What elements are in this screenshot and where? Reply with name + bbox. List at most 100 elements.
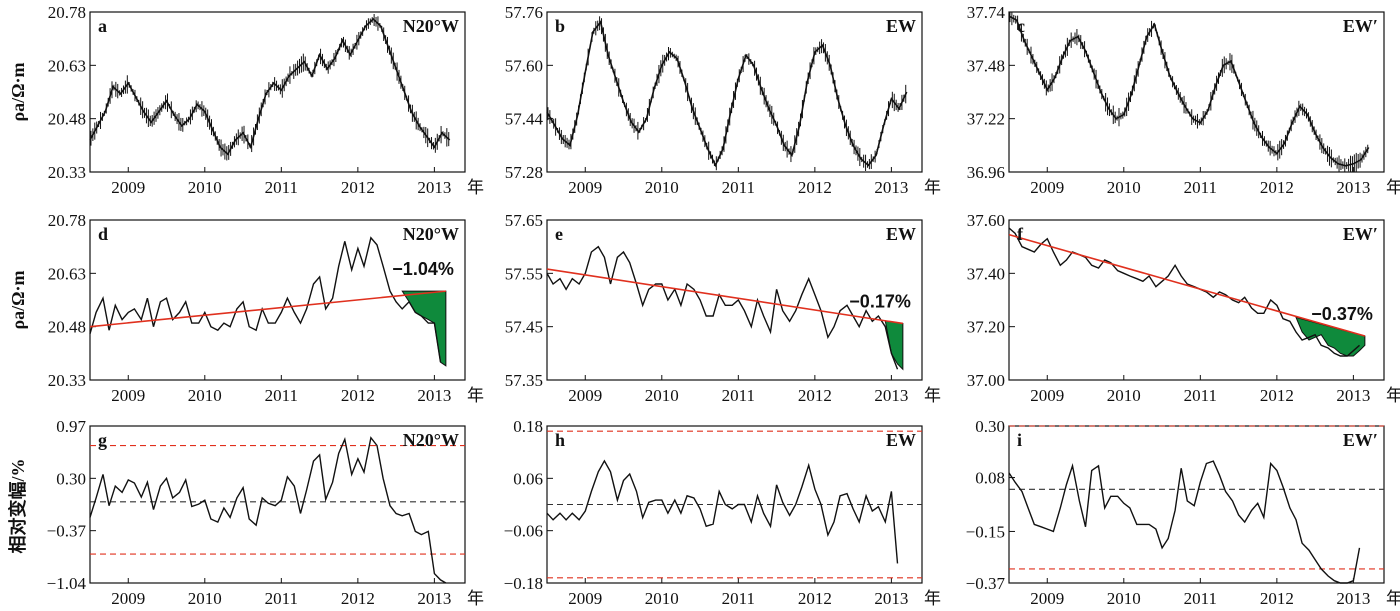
panel-frame-c: [1008, 11, 1385, 173]
xtick-label-c-2: 2011: [1184, 178, 1217, 197]
ytick-label-e-3: 57.65: [505, 211, 543, 230]
ytick-label-b-0: 57.28: [505, 163, 543, 182]
x-unit-label-b: 年: [924, 178, 941, 197]
direction-label-d: N20°W: [403, 224, 459, 244]
ytick-label-c-2: 37.48: [967, 56, 1005, 75]
x-unit-label-c: 年: [1386, 178, 1400, 197]
series-line-g: [89, 436, 447, 584]
change-annotation-f: −0.37%: [1311, 304, 1373, 324]
xtick-label-b-4: 2013: [874, 178, 908, 197]
direction-label-i: EW′: [1343, 430, 1378, 450]
xtick-label-g-4: 2013: [417, 589, 451, 608]
panel-frame-d: [89, 219, 466, 381]
xtick-label-e-2: 2011: [722, 386, 755, 405]
panel-frame-g: [89, 425, 466, 584]
ytick-label-d-3: 20.78: [48, 211, 86, 230]
ytick-label-g-2: 0.30: [56, 469, 86, 488]
xtick-label-e-3: 2012: [798, 386, 832, 405]
ytick-label-d-1: 20.48: [48, 318, 86, 337]
xtick-label-d-3: 2012: [341, 386, 375, 405]
ytick-label-d-0: 20.33: [48, 371, 86, 390]
xtick-label-h-0: 2009: [568, 589, 602, 608]
direction-label-a: N20°W: [403, 16, 459, 36]
trend-line-f: [1008, 233, 1366, 337]
xtick-label-d-2: 2011: [265, 386, 298, 405]
x-unit-label-a: 年: [467, 178, 484, 197]
panel-label-b: b: [555, 16, 565, 36]
ylabel-row3: 相对变幅/%: [7, 458, 28, 553]
panel-label-h: h: [555, 430, 565, 450]
ytick-label-a-0: 20.33: [48, 163, 86, 182]
ytick-label-i-0: −0.37: [966, 574, 1006, 593]
ylabel-row2: ρa/Ω·m: [8, 270, 28, 329]
xtick-label-c-1: 2010: [1107, 178, 1141, 197]
ytick-label-b-1: 57.44: [505, 110, 544, 129]
series-line-e: [546, 245, 899, 370]
direction-label-f: EW′: [1343, 224, 1378, 244]
change-annotation-d: −1.04%: [392, 259, 454, 279]
ylabel-row1: ρa/Ω·m: [8, 62, 28, 121]
xtick-label-f-2: 2011: [1184, 386, 1217, 405]
panel-frame-e: [546, 219, 923, 381]
x-unit-label-d: 年: [467, 386, 484, 405]
xtick-label-c-3: 2012: [1260, 178, 1294, 197]
xtick-label-g-0: 2009: [111, 589, 145, 608]
xtick-label-a-4: 2013: [417, 178, 451, 197]
ytick-label-c-1: 37.22: [967, 110, 1005, 129]
ytick-label-i-1: −0.15: [966, 522, 1005, 541]
ytick-label-f-3: 37.60: [967, 211, 1005, 230]
ytick-label-f-2: 37.40: [967, 264, 1005, 283]
ytick-label-e-2: 57.55: [505, 264, 543, 283]
ytick-label-a-3: 20.78: [48, 3, 86, 22]
ytick-label-e-0: 57.35: [505, 371, 543, 390]
panel-frame-b: [546, 11, 923, 173]
xtick-label-g-3: 2012: [341, 589, 375, 608]
series-line-i: [1008, 460, 1361, 584]
ytick-label-g-1: −0.37: [47, 522, 87, 541]
xtick-label-f-1: 2010: [1107, 386, 1141, 405]
xtick-label-d-1: 2010: [188, 386, 222, 405]
change-annotation-e: −0.17%: [849, 291, 911, 311]
series-line-d: [89, 236, 442, 363]
direction-label-g: N20°W: [403, 430, 459, 450]
panel-label-f: f: [1017, 224, 1024, 244]
xtick-label-c-0: 2009: [1030, 178, 1064, 197]
ytick-label-c-0: 36.96: [967, 163, 1005, 182]
series-line-c: [1008, 15, 1370, 167]
direction-label-b: EW: [886, 16, 916, 36]
trend-line-d: [89, 290, 446, 328]
xtick-label-b-0: 2009: [568, 178, 602, 197]
xtick-label-f-0: 2009: [1030, 386, 1064, 405]
x-unit-label-i: 年: [1386, 589, 1400, 608]
xtick-label-h-2: 2011: [722, 589, 755, 608]
x-unit-label-h: 年: [924, 589, 941, 608]
ytick-label-g-3: 0.97: [56, 417, 86, 436]
xtick-label-c-4: 2013: [1336, 178, 1370, 197]
xtick-label-b-2: 2011: [722, 178, 755, 197]
xtick-label-d-4: 2013: [417, 386, 451, 405]
panel-label-c: c: [1017, 16, 1025, 36]
ytick-label-h-2: 0.06: [513, 469, 543, 488]
panel-label-i: i: [1017, 430, 1022, 450]
x-unit-label-g: 年: [467, 589, 484, 608]
xtick-label-a-0: 2009: [111, 178, 145, 197]
panel-frame-i: [1008, 425, 1385, 584]
panel-label-e: e: [555, 224, 563, 244]
x-unit-label-f: 年: [1386, 386, 1400, 405]
ytick-label-c-3: 37.74: [967, 3, 1006, 22]
xtick-label-h-1: 2010: [645, 589, 679, 608]
series-line-a: [89, 18, 451, 156]
xtick-label-g-1: 2010: [188, 589, 222, 608]
direction-label-h: EW: [886, 430, 916, 450]
xtick-label-h-4: 2013: [874, 589, 908, 608]
ytick-label-i-3: 0.30: [975, 417, 1005, 436]
xtick-label-b-1: 2010: [645, 178, 679, 197]
panel-label-a: a: [98, 16, 107, 36]
ytick-label-a-1: 20.48: [48, 110, 86, 129]
ytick-label-h-3: 0.18: [513, 417, 543, 436]
panel-frame-h: [546, 425, 923, 584]
ytick-label-e-1: 57.45: [505, 318, 543, 337]
xtick-label-g-2: 2011: [265, 589, 298, 608]
xtick-label-a-1: 2010: [188, 178, 222, 197]
